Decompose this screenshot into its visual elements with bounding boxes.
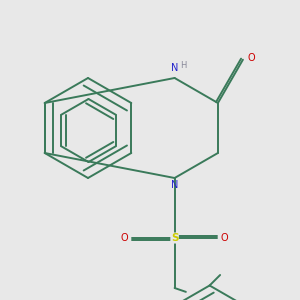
- Text: N: N: [171, 63, 178, 73]
- Text: H: H: [180, 61, 186, 70]
- Text: O: O: [121, 233, 128, 243]
- Text: O: O: [221, 233, 228, 243]
- Text: N: N: [171, 179, 178, 190]
- Text: O: O: [248, 53, 255, 63]
- Text: S: S: [171, 233, 178, 243]
